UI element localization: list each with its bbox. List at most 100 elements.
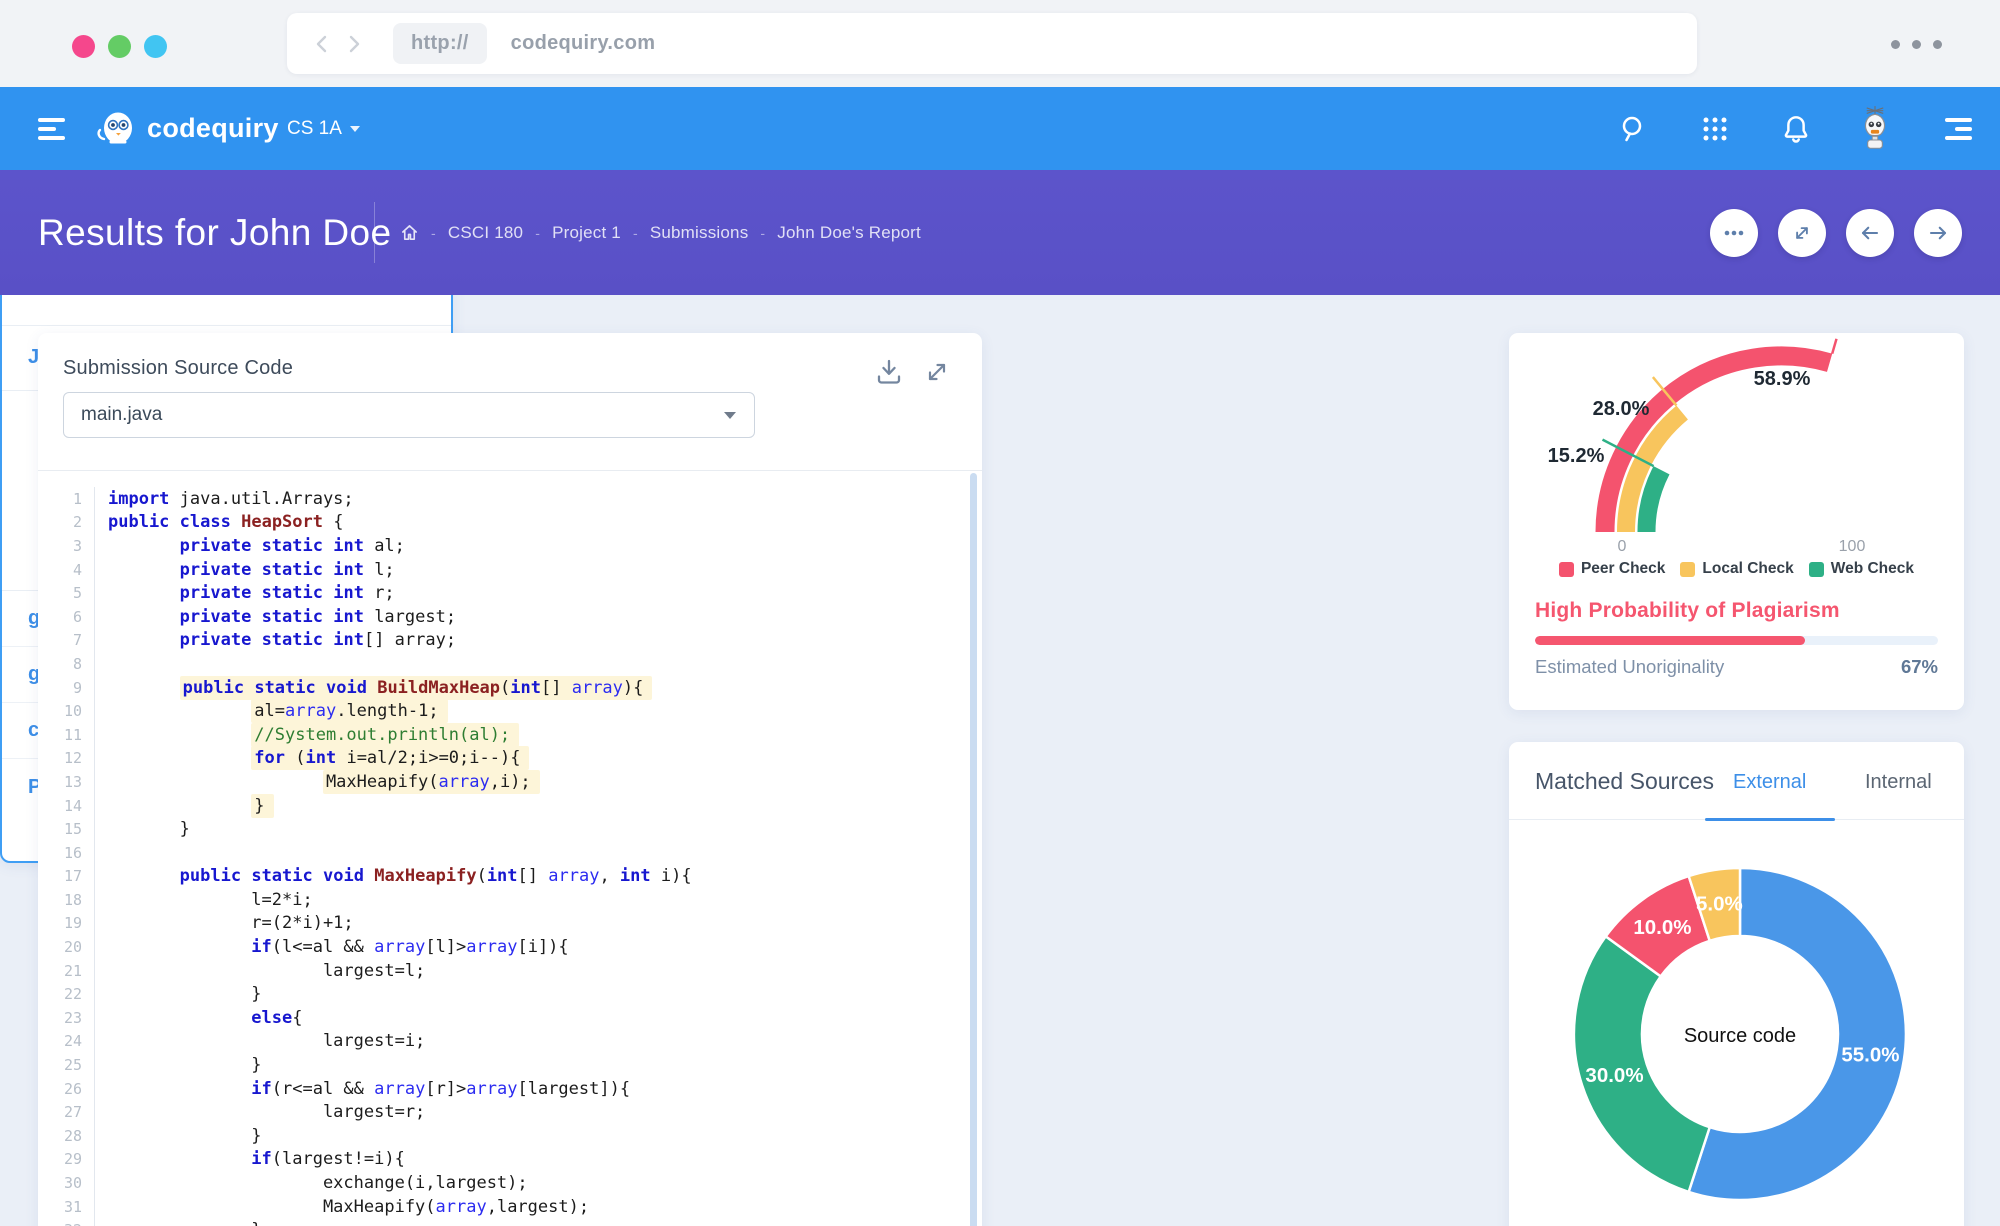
home-icon[interactable] — [400, 223, 419, 242]
code-line: 23 else{ — [38, 1006, 982, 1030]
code-line: 11 //System.out.println(al); — [38, 722, 982, 747]
breadcrumb-item[interactable]: Submissions — [649, 222, 749, 242]
breadcrumb-item[interactable]: John Doe's Report — [777, 222, 921, 242]
code-line: 12 for (int i=al/2;i>=0;i--){ — [38, 746, 982, 771]
browser-menu-icon[interactable] — [1891, 40, 1942, 49]
course-selector[interactable]: CS 1A — [287, 118, 360, 140]
source-code-listing[interactable]: 1 import java.util.Arrays; 2 public class H… — [38, 471, 982, 1226]
svg-text:100: 100 — [1839, 538, 1866, 555]
svg-text:5.0%: 5.0% — [1696, 893, 1743, 916]
tab-internal[interactable]: Internal — [1865, 771, 1932, 793]
prev-report-button[interactable] — [1846, 208, 1894, 257]
url-scheme-chip: http:// — [393, 23, 487, 64]
code-line: 19 r=(2*i)+1; — [38, 911, 982, 936]
browser-back-icon[interactable] — [311, 30, 333, 58]
code-line: 22 } — [38, 982, 982, 1007]
code-line: 5 private static int r; — [38, 581, 982, 605]
code-line: 4 private static int l; — [38, 557, 982, 582]
svg-text:30.0%: 30.0% — [1585, 1064, 1643, 1087]
legend-label: Local Check — [1702, 560, 1794, 577]
estimate-value: 67% — [1900, 656, 1938, 677]
unoriginality-progress-bar — [1535, 636, 1938, 645]
svg-text:0: 0 — [1618, 538, 1627, 555]
top-navbar: codequiry CS 1A — [0, 87, 2000, 170]
notifications-bell-icon[interactable] — [1774, 107, 1818, 151]
source-panel-title: Submission Source Code — [63, 357, 294, 379]
code-line: 10 al=array.length-1; — [38, 699, 982, 724]
breadcrumb-separator: - — [760, 224, 766, 241]
breadcrumb-item[interactable]: Project 1 — [552, 222, 621, 242]
svg-text:10.0%: 10.0% — [1633, 916, 1691, 939]
breadcrumb-separator: - — [431, 224, 436, 241]
apps-grid-icon[interactable] — [1693, 107, 1737, 151]
legend-swatch — [1808, 561, 1824, 577]
code-line: 14 } — [38, 793, 982, 818]
more-options-button[interactable] — [1710, 208, 1758, 257]
brand[interactable]: codequiry — [95, 105, 279, 151]
code-line: 1 import java.util.Arrays; — [38, 487, 982, 511]
legend-item[interactable]: Local Check — [1680, 560, 1794, 578]
code-line: 20 if(l<=al && array[l]>array[i]){ — [38, 935, 982, 959]
browser-chrome: http:// codequiry.com — [0, 0, 2000, 87]
selected-file-name: main.java — [81, 404, 163, 425]
submission-source-panel: Submission Source Code main.java 1 import… — [38, 333, 982, 1226]
code-line: 16 — [38, 840, 982, 865]
legend-item[interactable]: Web Check — [1808, 560, 1915, 578]
file-dropdown[interactable]: main.java — [63, 392, 755, 438]
active-tab-underline — [1705, 818, 1835, 821]
codequiry-logo-icon — [97, 112, 132, 144]
legend-swatch — [1558, 561, 1574, 577]
code-line: 28 } — [38, 1124, 982, 1148]
legend-item[interactable]: Peer Check — [1558, 560, 1666, 578]
download-icon[interactable] — [872, 355, 906, 389]
code-line: 9 public static void BuildMaxHeap(int[] … — [38, 675, 982, 700]
settings-menu-icon[interactable] — [1936, 107, 1980, 151]
expand-report-button[interactable] — [1778, 208, 1826, 257]
divider — [38, 470, 982, 471]
header-divider — [374, 202, 375, 263]
code-line: 26 if(r<=al && array[r]>array[largest]){ — [38, 1076, 982, 1101]
code-line: 31 MaxHeapify(array,largest); — [38, 1194, 982, 1219]
code-line: 8 — [38, 652, 982, 676]
matched-sources-header: Matched Sources External Internal — [1509, 742, 1964, 821]
code-line: 17 public static void MaxHeapify(int[] a… — [38, 864, 982, 889]
code-line: 13 MaxHeapify(array,i); — [38, 769, 982, 794]
brand-name: codequiry — [147, 112, 279, 143]
search-icon[interactable] — [1612, 107, 1656, 151]
matched-sources-title: Matched Sources — [1535, 768, 1714, 794]
traffic-light-maximize[interactable] — [144, 35, 167, 58]
breadcrumb-separator: - — [632, 224, 638, 241]
next-report-button[interactable] — [1914, 208, 1962, 257]
gauge-legend: Peer Check Local Check Web Check — [1509, 560, 1964, 578]
code-line: 29 if(largest!=i){ — [38, 1147, 982, 1172]
plagiarism-gauge-panel: 58.9% 28.0% 15.2% 0 100 Peer Check Local Chec… — [1509, 333, 1964, 710]
code-line: 21 largest=l; — [38, 958, 982, 983]
sidebar-toggle-icon[interactable] — [38, 118, 65, 145]
legend-label: Web Check — [1830, 560, 1915, 577]
code-scrollbar[interactable] — [970, 473, 977, 1226]
traffic-light-minimize[interactable] — [108, 35, 131, 58]
svg-text:15.2%: 15.2% — [1548, 445, 1605, 467]
breadcrumb: - CSCI 180- Project 1- Submissions - John Doe… — [400, 223, 921, 243]
code-line: 32 } — [38, 1218, 982, 1226]
url-text[interactable]: codequiry.com — [510, 32, 656, 54]
risk-label: High Probability of Plagiarism — [1535, 599, 1840, 622]
sources-donut-chart: 55.0% 30.0% 10.0%5.0% — [1572, 866, 1908, 1202]
browser-forward-icon[interactable] — [343, 30, 365, 58]
legend-label: Peer Check — [1580, 560, 1666, 577]
breadcrumb-separator: - — [535, 224, 541, 241]
svg-text:55.0%: 55.0% — [1841, 1044, 1899, 1067]
code-line: 18 l=2*i; — [38, 888, 982, 912]
legend-swatch — [1680, 561, 1696, 577]
address-bar[interactable]: http:// codequiry.com — [287, 13, 1697, 74]
traffic-light-close[interactable] — [72, 35, 95, 58]
donut-center-label: Source code — [1683, 1025, 1797, 1047]
user-avatar[interactable] — [1853, 106, 1897, 151]
chevron-down-icon — [349, 126, 360, 132]
code-line: 7 private static int[] array; — [38, 628, 982, 653]
fullscreen-icon[interactable] — [920, 355, 954, 389]
tab-external[interactable]: External — [1733, 771, 1807, 793]
course-label: CS 1A — [287, 118, 342, 139]
breadcrumb-item[interactable]: CSCI 180 — [447, 222, 524, 242]
gauge-chart: 58.9% 28.0% 15.2% 0 100 — [1548, 338, 1866, 555]
